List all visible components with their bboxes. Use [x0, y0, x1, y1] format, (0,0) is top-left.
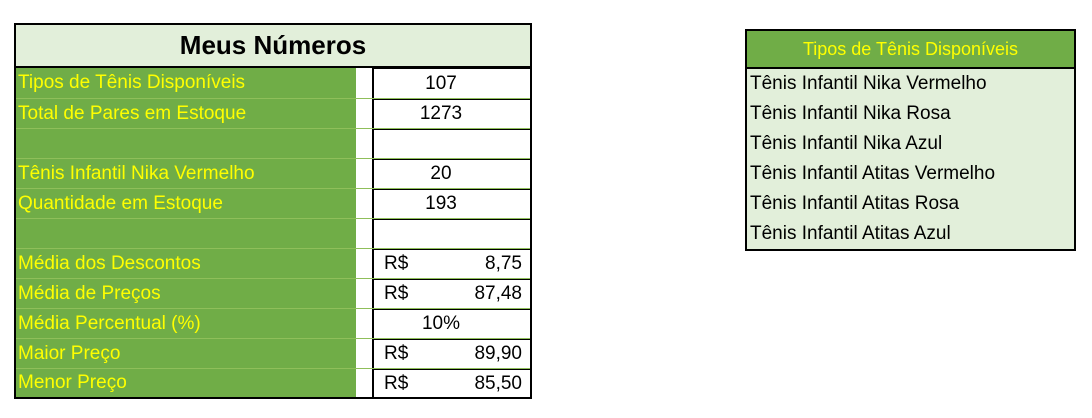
tipos-de-tenis-header[interactable]: Tipos de Tênis Disponíveis	[747, 31, 1074, 69]
row-value: 8,75	[485, 253, 522, 274]
row-label[interactable]: Maior Preço	[16, 339, 356, 368]
row-label[interactable]: Média de Preços	[16, 279, 356, 308]
row-value-cell[interactable]: 20	[372, 159, 530, 188]
row-value: 89,90	[474, 343, 522, 364]
list-item[interactable]: Tênis Infantil Atitas Vermelho	[750, 163, 996, 184]
list-item[interactable]: Tênis Infantil Atitas Rosa	[750, 193, 960, 214]
currency-value: R$ 8,75	[374, 253, 530, 275]
list-item[interactable]: Tênis Infantil Nika Azul	[750, 133, 943, 154]
currency-value: R$ 89,90	[374, 343, 530, 365]
row-value-cell[interactable]: 1273	[372, 99, 530, 128]
meus-numeros-table: Meus Números Tipos de Tênis Disponíveis …	[14, 23, 532, 399]
row-value-cell[interactable]	[372, 219, 530, 248]
row-label[interactable]: Tipos de Tênis Disponíveis	[16, 68, 356, 98]
currency-symbol: R$	[384, 372, 409, 394]
row-value-cell[interactable]: R$ 87,48	[372, 279, 530, 308]
row-label[interactable]	[16, 129, 356, 158]
row-value-cell[interactable]: R$ 89,90	[372, 339, 530, 368]
row-value: 193	[425, 193, 457, 214]
row-label[interactable]: Média dos Descontos	[16, 249, 356, 278]
table-row: Tipos de Tênis Disponíveis 107	[16, 68, 530, 98]
row-value: 85,50	[474, 372, 522, 394]
meus-numeros-title: Meus Números	[16, 25, 530, 68]
row-label[interactable]: Média Percentual (%)	[16, 309, 356, 338]
list-item[interactable]: Tênis Infantil Atitas Azul	[750, 223, 951, 244]
table-row: Média Percentual (%) 10%	[16, 308, 530, 338]
table-row: Média dos Descontos R$ 8,75	[16, 248, 530, 278]
row-value: 87,48	[474, 283, 522, 304]
tipos-de-tenis-table: Tipos de Tênis Disponíveis Tênis Infanti…	[745, 29, 1076, 251]
row-label[interactable]: Menor Preço	[16, 369, 356, 397]
table-row: Total de Pares em Estoque 1273	[16, 98, 530, 128]
row-label[interactable]: Total de Pares em Estoque	[16, 99, 356, 128]
row-label[interactable]: Quantidade em Estoque	[16, 189, 356, 218]
row-label[interactable]: Tênis Infantil Nika Vermelho	[16, 159, 356, 188]
list-item[interactable]: Tênis Infantil Nika Vermelho	[750, 73, 987, 94]
row-value-cell[interactable]: R$ 85,50	[372, 369, 530, 397]
row-value: 107	[425, 72, 457, 94]
row-value-cell[interactable]	[372, 129, 530, 158]
table-row: Maior Preço R$ 89,90	[16, 338, 530, 368]
currency-value: R$ 87,48	[374, 283, 530, 305]
currency-symbol: R$	[384, 253, 409, 274]
list-item[interactable]: Tênis Infantil Nika Rosa	[750, 103, 951, 124]
row-value: 1273	[419, 103, 463, 124]
row-value-cell[interactable]: R$ 8,75	[372, 249, 530, 278]
row-value-cell[interactable]: 10%	[372, 309, 530, 338]
row-value-cell[interactable]: 107	[372, 68, 530, 98]
row-value-cell[interactable]: 193	[372, 189, 530, 218]
table-row	[16, 128, 530, 158]
table-row	[16, 218, 530, 248]
row-value: 20	[430, 163, 452, 184]
table-row: Menor Preço R$ 85,50	[16, 368, 530, 397]
row-label[interactable]	[16, 219, 356, 248]
currency-symbol: R$	[384, 343, 409, 364]
currency-value: R$ 85,50	[374, 373, 530, 395]
currency-symbol: R$	[384, 283, 409, 304]
row-value: 10%	[421, 313, 461, 334]
table-row: Média de Preços R$ 87,48	[16, 278, 530, 308]
table-row: Tênis Infantil Nika Vermelho 20	[16, 158, 530, 188]
table-row: Quantidade em Estoque 193	[16, 188, 530, 218]
